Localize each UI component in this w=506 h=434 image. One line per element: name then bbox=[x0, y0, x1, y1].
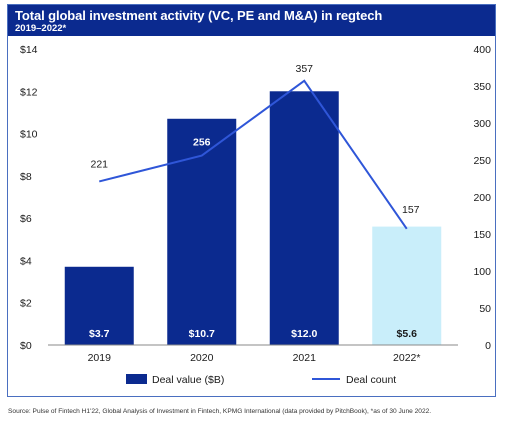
x-tick-label: 2019 bbox=[88, 352, 112, 364]
legend-label-deal-value: Deal value ($B) bbox=[152, 374, 224, 386]
bar-2020 bbox=[167, 118, 237, 346]
bar-value-label: $10.7 bbox=[189, 328, 215, 340]
bar-2021 bbox=[269, 91, 339, 346]
y-left-tick-label: $8 bbox=[20, 171, 32, 183]
deal-count-label: 157 bbox=[402, 204, 420, 216]
y-right-tick-label: 0 bbox=[485, 340, 491, 352]
x-tick-label: 2021 bbox=[293, 352, 317, 364]
y-right-tick-label: 100 bbox=[473, 266, 491, 278]
y-right-tick-label: 350 bbox=[473, 81, 491, 93]
bar-value-label: $12.0 bbox=[291, 328, 317, 340]
y-right-tick-label: 250 bbox=[473, 155, 491, 167]
source-note: Source: Pulse of Fintech H1'22, Global A… bbox=[8, 408, 432, 415]
y-left-tick-label: $14 bbox=[20, 44, 38, 56]
chart-svg: $0 $2 $4 $6 $8 $10 $12 $14 0 50 100 150 200 250 300 350… bbox=[20, 44, 491, 386]
bar-2019 bbox=[64, 266, 134, 345]
x-tick-label: 2020 bbox=[190, 352, 214, 364]
bar-value-label: $5.6 bbox=[397, 328, 418, 340]
y-right-tick-label: 200 bbox=[473, 192, 491, 204]
y-right-tick-label: 150 bbox=[473, 229, 491, 241]
y-left-tick-label: $12 bbox=[20, 86, 38, 98]
deal-count-label: 256 bbox=[193, 137, 211, 149]
y-right-tick-label: 400 bbox=[473, 44, 491, 56]
y-left-tick-label: $0 bbox=[20, 340, 32, 352]
deal-count-line bbox=[99, 79, 408, 230]
chart-header: Total global investment activity (VC, PE… bbox=[8, 5, 495, 36]
y-left-tick-label: $6 bbox=[20, 213, 32, 225]
y-left-tick-label: $10 bbox=[20, 129, 38, 141]
legend-label-deal-count: Deal count bbox=[346, 374, 396, 386]
deal-count-label: 221 bbox=[90, 158, 108, 170]
y-left-tick-label: $2 bbox=[20, 298, 32, 310]
x-tick-label: 2022* bbox=[393, 352, 420, 364]
chart-title: Total global investment activity (VC, PE… bbox=[15, 8, 383, 23]
bar-2022 bbox=[372, 226, 442, 345]
y-right-tick-label: 300 bbox=[473, 118, 491, 130]
chart-subtitle: 2019–2022* bbox=[15, 23, 67, 34]
legend-swatch-deal-value bbox=[126, 374, 147, 384]
y-right-tick-label: 50 bbox=[479, 303, 491, 315]
deal-count-label: 357 bbox=[295, 63, 313, 75]
y-left-tick-label: $4 bbox=[20, 255, 32, 267]
bar-value-label: $3.7 bbox=[89, 328, 110, 340]
